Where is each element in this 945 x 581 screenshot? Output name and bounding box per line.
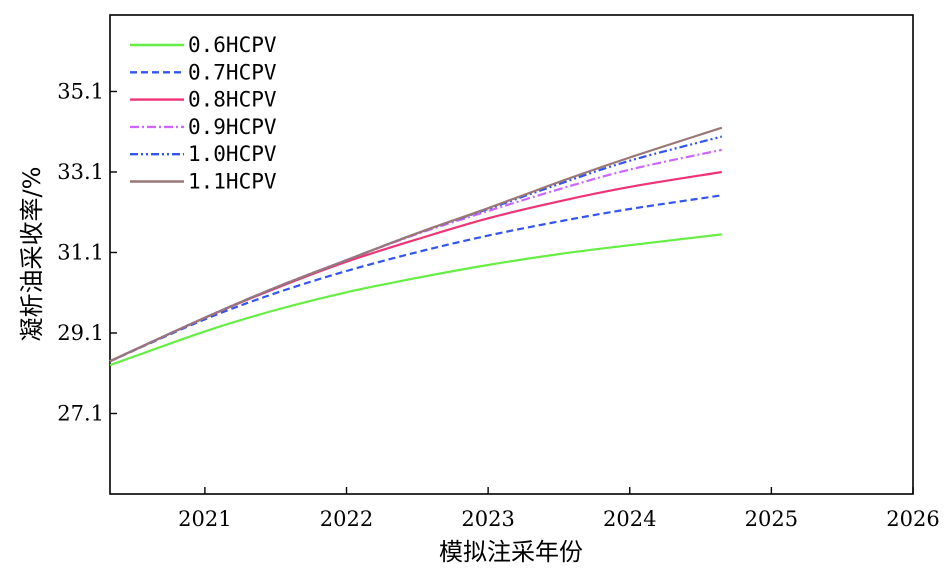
x-tick-label: 2024 bbox=[603, 507, 656, 531]
legend: 0.6HCPV 0.7HCPV 0.8HCPV 0.9HCPV 1.0HCPV 1.1HC… bbox=[130, 33, 277, 194]
plot-frame bbox=[109, 14, 914, 495]
y-tick-label: 29.1 bbox=[57, 321, 104, 345]
x-axis-title: 模拟注采年份 bbox=[439, 538, 583, 566]
x-tick-label: 2025 bbox=[745, 507, 798, 531]
series-line-0.6HCPV bbox=[109, 233, 722, 367]
y-tick-label: 35.1 bbox=[57, 79, 104, 103]
series-line-0.7HCPV bbox=[109, 194, 722, 363]
x-tick-label: 2023 bbox=[461, 507, 514, 531]
legend-label: 1.1HCPV bbox=[188, 170, 277, 194]
series-lines bbox=[109, 126, 723, 367]
y-tick-label: 33.1 bbox=[57, 160, 104, 184]
legend-label: 0.6HCPV bbox=[188, 33, 277, 57]
y-axis-title: 凝析油采收率/% bbox=[18, 167, 46, 342]
y-tick-label: 31.1 bbox=[57, 240, 104, 264]
x-tick-label: 2021 bbox=[178, 507, 231, 531]
x-tick-label: 2022 bbox=[320, 507, 373, 531]
x-tick-label: 2026 bbox=[886, 507, 939, 531]
series-line-1.1HCPV bbox=[109, 126, 723, 363]
y-axis: 27.1 29.1 31.1 33.1 35.1 bbox=[57, 79, 117, 425]
legend-label: 0.8HCPV bbox=[188, 88, 277, 112]
x-axis: 2021 2022 2023 2024 2025 2026 bbox=[178, 487, 940, 531]
y-tick-label: 27.1 bbox=[57, 401, 104, 425]
legend-label: 0.7HCPV bbox=[188, 60, 277, 84]
legend-label: 1.0HCPV bbox=[188, 142, 277, 166]
legend-label: 0.9HCPV bbox=[188, 115, 277, 139]
